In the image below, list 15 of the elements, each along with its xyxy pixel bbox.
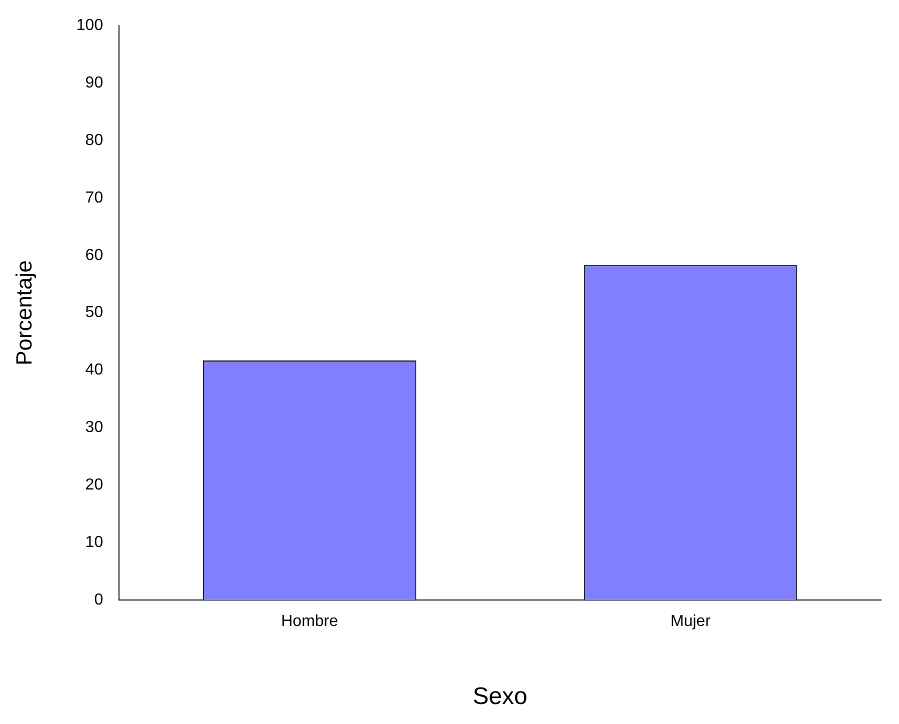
y-tick-label: 0 bbox=[94, 591, 104, 608]
y-axis-title: Porcentaje bbox=[11, 260, 36, 366]
y-tick-label: 60 bbox=[85, 246, 104, 264]
y-tick-label: 70 bbox=[85, 189, 104, 206]
y-tick-label: 50 bbox=[85, 304, 104, 322]
x-axis-title: Sexo bbox=[472, 683, 528, 710]
y-tick-label: 10 bbox=[85, 534, 104, 551]
x-tick-label: Mujer bbox=[670, 613, 712, 630]
y-tick-label: 30 bbox=[85, 419, 104, 436]
y-tick-label: 90 bbox=[85, 74, 104, 92]
y-tick-label: 40 bbox=[85, 362, 104, 379]
y-tick-label: 80 bbox=[85, 132, 104, 149]
y-tick-label: 100 bbox=[76, 17, 104, 34]
y-tick-label: 20 bbox=[85, 476, 104, 494]
x-tick-label: Hombre bbox=[281, 613, 338, 630]
